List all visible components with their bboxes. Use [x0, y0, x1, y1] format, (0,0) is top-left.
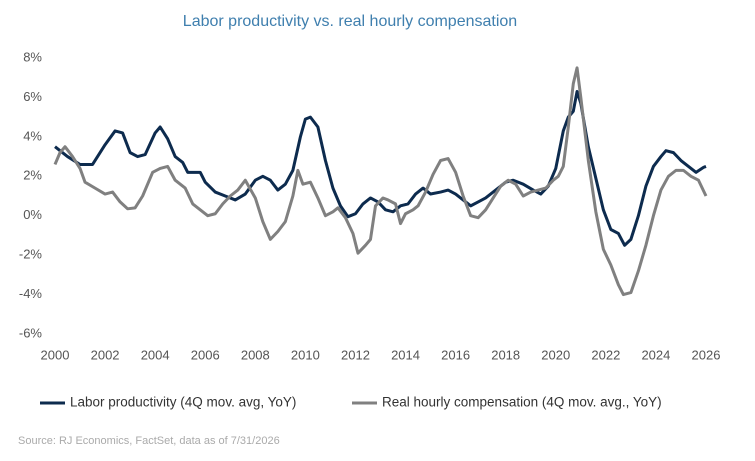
- series-line: [53, 66, 708, 297]
- chart-title: Labor productivity vs. real hourly compe…: [183, 13, 517, 30]
- x-tick-label: 2006: [191, 347, 220, 362]
- x-tick-label: 2010: [291, 347, 320, 362]
- x-tick-label: 2020: [541, 347, 570, 362]
- x-tick-label: 2022: [591, 347, 620, 362]
- y-tick-label: 0%: [23, 207, 42, 222]
- y-tick-label: 4%: [23, 128, 42, 143]
- y-tick-label: -6%: [19, 325, 43, 340]
- x-tick-label: 2018: [491, 347, 520, 362]
- source-note: Source: RJ Economics, FactSet, data as o…: [18, 435, 280, 447]
- series-line: [54, 90, 707, 247]
- x-tick-label: 2000: [41, 347, 70, 362]
- y-tick-label: 6%: [23, 89, 42, 104]
- y-tick-label: -4%: [19, 286, 43, 301]
- x-tick-label: 2012: [341, 347, 370, 362]
- x-tick-label: 2016: [441, 347, 470, 362]
- legend-label: Labor productivity (4Q mov. avg, YoY): [70, 395, 296, 410]
- y-tick-label: 2%: [23, 168, 42, 183]
- x-tick-label: 2024: [641, 347, 670, 362]
- x-tick-label: 2026: [692, 347, 721, 362]
- y-tick-label: 8%: [23, 49, 42, 64]
- legend-label: Real hourly compensation (4Q mov. avg., …: [382, 395, 662, 410]
- x-tick-label: 2004: [141, 347, 170, 362]
- x-tick-label: 2002: [91, 347, 120, 362]
- x-tick-label: 2008: [241, 347, 270, 362]
- x-tick-label: 2014: [391, 347, 420, 362]
- y-tick-label: -2%: [19, 247, 43, 262]
